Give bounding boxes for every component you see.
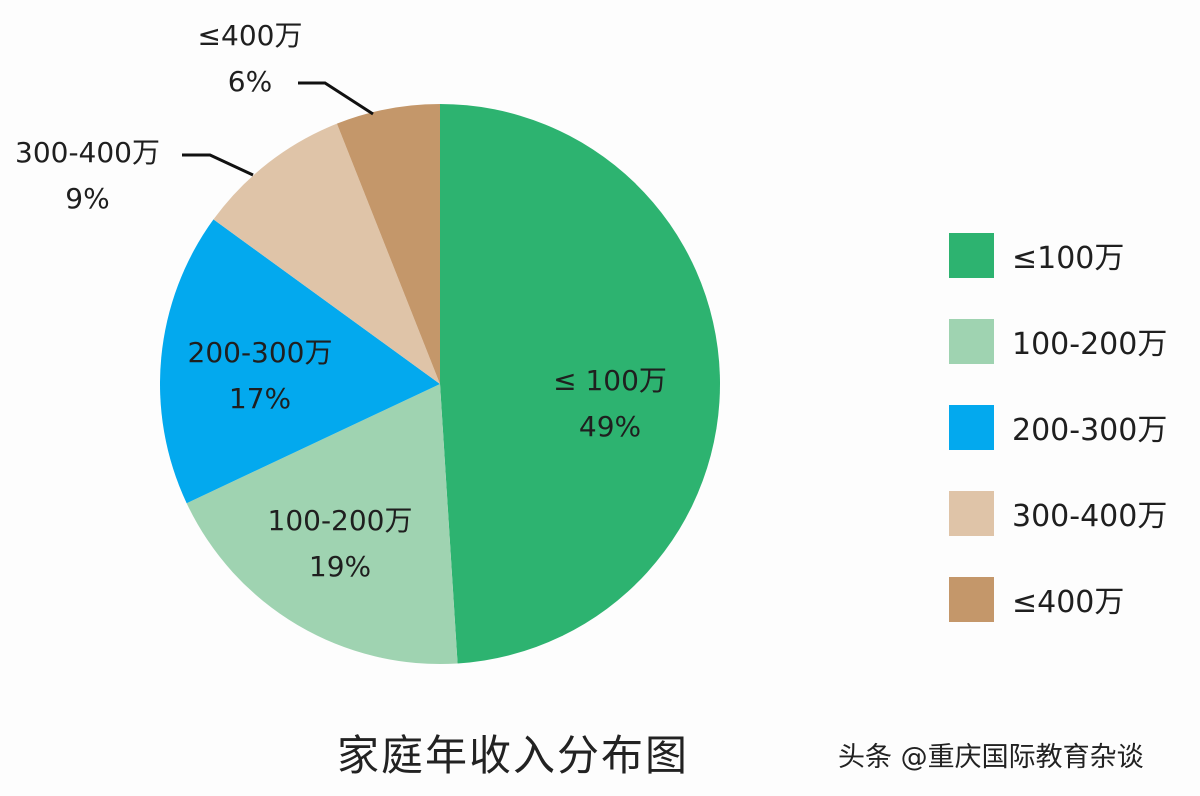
legend-label: 300-400万 bbox=[1012, 499, 1168, 534]
legend-item: ≤100万 bbox=[949, 212, 1167, 298]
legend-label: 200-300万 bbox=[1012, 413, 1168, 448]
chart-title: 家庭年收入分布图 bbox=[337, 731, 690, 780]
callout-line-400-plus bbox=[298, 81, 374, 116]
slice-label-under-100: ≤ 100万 49% bbox=[553, 364, 667, 443]
pie-slice bbox=[213, 123, 440, 384]
watermark: 头条 @重庆国际教育杂谈 bbox=[838, 742, 1144, 773]
callout-label-400-plus: ≤400万 6% bbox=[197, 19, 303, 98]
pie-slice bbox=[336, 104, 440, 384]
legend-label: 100-200万 bbox=[1012, 327, 1168, 362]
legend-item: 100-200万 bbox=[949, 298, 1167, 384]
legend-item: 300-400万 bbox=[949, 470, 1167, 556]
legend-swatch bbox=[949, 232, 994, 278]
legend-label: ≤400万 bbox=[1012, 585, 1125, 620]
legend-label: ≤100万 bbox=[1012, 241, 1125, 276]
pie-slice bbox=[440, 104, 720, 664]
legend-swatch bbox=[949, 318, 994, 364]
pie-slice bbox=[186, 384, 458, 664]
slice-label-200-300: 200-300万 17% bbox=[187, 336, 333, 415]
slice-label-100-200: 100-200万 19% bbox=[267, 504, 413, 583]
callout-line-300-400 bbox=[182, 153, 254, 177]
callout-label-300-400: 300-400万 9% bbox=[15, 136, 160, 215]
legend-swatch bbox=[949, 490, 994, 536]
legend-item: 200-300万 bbox=[949, 384, 1167, 470]
legend-swatch bbox=[949, 576, 994, 622]
chart-legend: ≤100万 100-200万 200-300万 300-400万 ≤400万 bbox=[949, 212, 1167, 642]
legend-item: ≤400万 bbox=[949, 556, 1167, 642]
legend-swatch bbox=[949, 404, 994, 450]
pie-slice bbox=[160, 219, 440, 504]
